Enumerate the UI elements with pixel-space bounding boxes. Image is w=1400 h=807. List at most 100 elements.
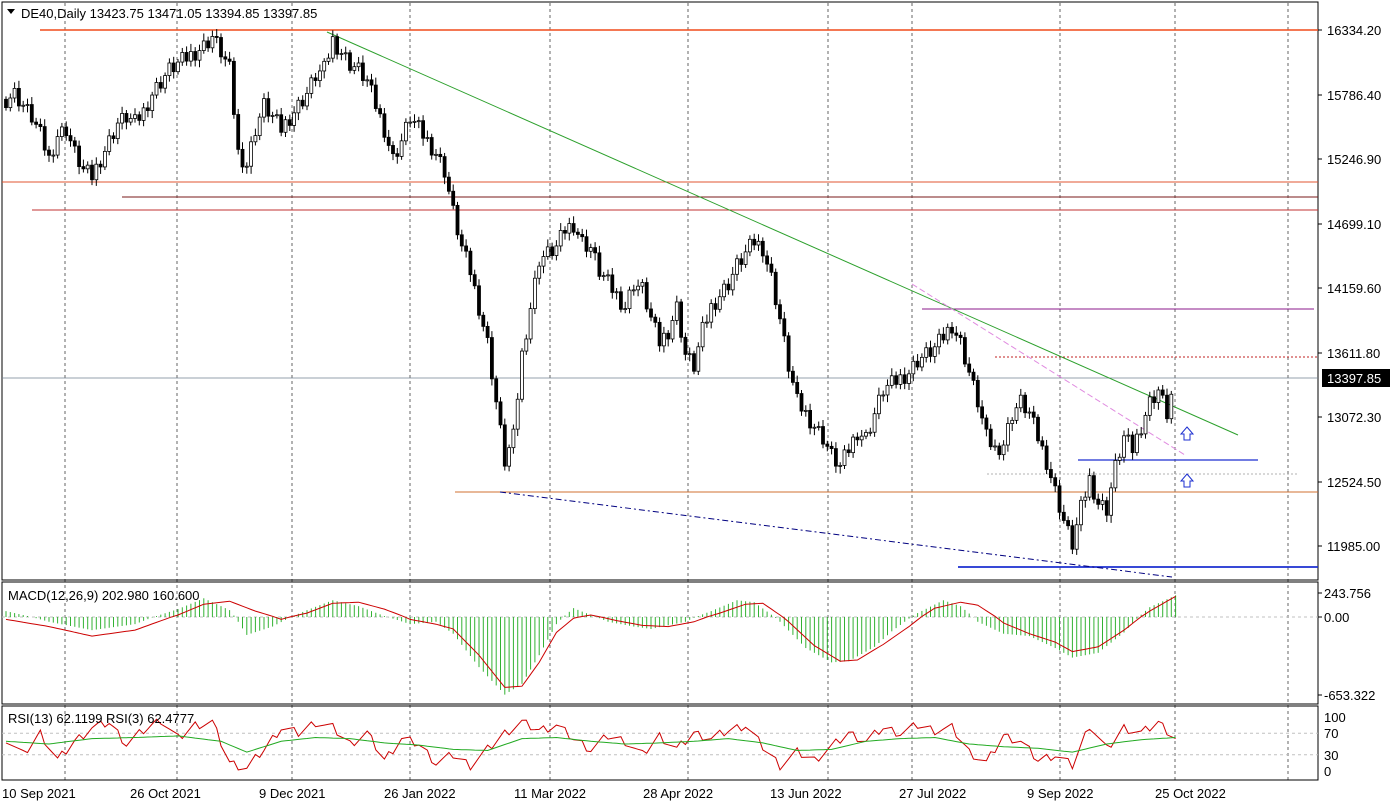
candle: [498, 397, 503, 429]
candle: [292, 106, 297, 132]
candle: [1169, 390, 1174, 424]
candle: [855, 432, 860, 446]
candle: [274, 109, 279, 119]
candle: [206, 36, 211, 52]
candle: [537, 261, 542, 285]
candle: [4, 96, 8, 111]
candle: [438, 147, 443, 163]
candle: [1165, 388, 1169, 423]
candle: [920, 353, 924, 372]
candle: [795, 375, 800, 398]
candle: [176, 59, 180, 75]
candle: [128, 113, 133, 126]
candle: [29, 97, 34, 126]
candle: [382, 107, 387, 143]
candle: [1010, 417, 1015, 432]
candle: [812, 423, 817, 436]
candle: [249, 136, 254, 174]
candle: [786, 332, 791, 379]
candle: [821, 420, 825, 449]
candle: [137, 111, 142, 126]
candle: [576, 228, 580, 239]
candle: [1126, 428, 1131, 442]
candle: [627, 286, 632, 314]
candle: [412, 114, 417, 129]
candle: [937, 328, 941, 355]
candle: [739, 253, 744, 272]
candle: [1104, 496, 1109, 523]
candle: [834, 442, 838, 473]
candle: [1074, 517, 1079, 555]
candle: [1117, 453, 1122, 465]
candle: [240, 142, 245, 173]
x-tick-label: 9 Sep 2022: [1027, 786, 1094, 801]
y-tick-label: 15786.40: [1327, 88, 1381, 103]
y-tick-label: 16334.20: [1327, 23, 1381, 38]
candle: [1113, 453, 1118, 492]
candle: [1096, 493, 1101, 510]
candle: [309, 74, 314, 99]
candle: [1044, 439, 1049, 475]
candle: [760, 237, 765, 263]
current-price-tag: 13397.85: [1322, 369, 1390, 387]
macd-tick-label: 243.756: [1324, 586, 1371, 601]
candle: [25, 98, 30, 113]
candle: [614, 288, 619, 300]
candle: [563, 226, 567, 240]
lower-channel-line: [499, 491, 1173, 578]
candle: [317, 64, 322, 88]
candle: [1036, 414, 1040, 444]
candle: [859, 429, 864, 447]
candle: [722, 279, 726, 301]
candle: [674, 295, 679, 325]
candle: [631, 284, 636, 296]
candle: [593, 242, 597, 261]
candle: [8, 93, 13, 112]
candle: [150, 91, 155, 119]
candle: [610, 268, 615, 299]
candle: [72, 136, 77, 153]
candle: [932, 342, 937, 364]
candle: [911, 355, 916, 382]
candle: [950, 322, 954, 339]
candle: [713, 297, 718, 317]
candle: [322, 58, 327, 79]
candle: [924, 342, 929, 363]
candle: [373, 77, 378, 112]
macd-series: [2, 595, 1318, 695]
candle: [1018, 388, 1023, 413]
candle: [580, 228, 585, 242]
candle: [38, 118, 43, 132]
dropdown-triangle-icon[interactable]: [7, 9, 15, 14]
candle: [47, 145, 51, 162]
candle: [391, 141, 395, 161]
candle: [124, 109, 129, 130]
candle: [619, 286, 623, 313]
candle: [296, 96, 301, 121]
rsi-label: RSI(13) 62.1199 RSI(3) 62.4777: [8, 711, 194, 726]
candle: [726, 278, 731, 295]
y-tick-label: 15246.90: [1327, 152, 1381, 167]
candle: [1100, 493, 1105, 511]
drawings: [2, 29, 1318, 578]
candle: [700, 316, 705, 352]
candle: [872, 407, 877, 437]
candle: [408, 116, 413, 128]
candle: [1057, 479, 1062, 520]
candle: [158, 76, 163, 93]
candle: [1040, 436, 1045, 450]
candle: [984, 414, 989, 437]
candle: [773, 268, 778, 310]
candle: [145, 101, 150, 118]
candle: [133, 108, 137, 123]
candle: [842, 445, 847, 470]
candle: [188, 43, 193, 67]
candle: [180, 47, 185, 66]
candle: [1070, 519, 1075, 555]
candle: [472, 269, 477, 290]
x-tick-label: 26 Oct 2021: [130, 786, 201, 801]
candle: [717, 289, 722, 313]
x-tick-label: 28 Apr 2022: [643, 786, 713, 801]
candle: [210, 30, 215, 53]
